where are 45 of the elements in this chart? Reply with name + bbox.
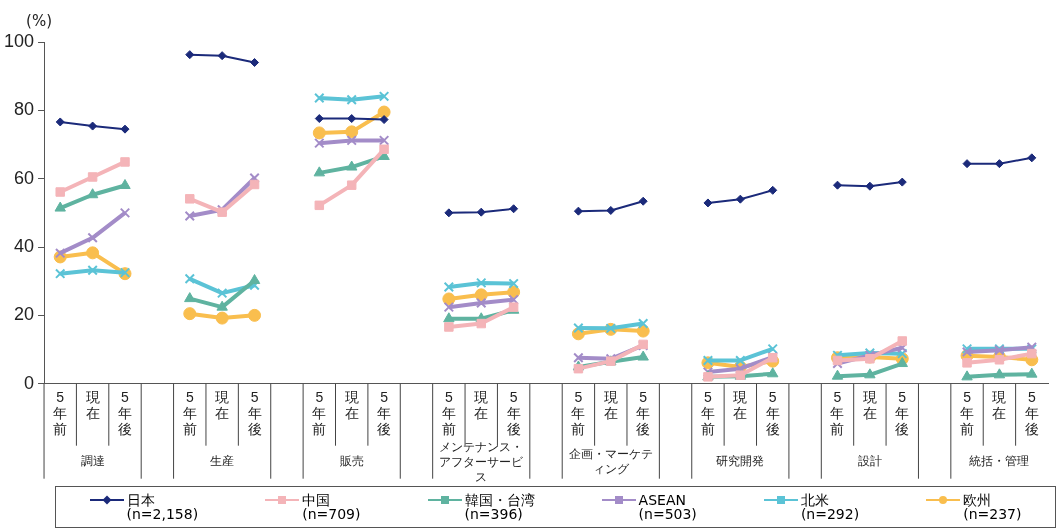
y-tick-label: 40 <box>14 235 35 256</box>
x-tick-label: 5年後 <box>895 388 910 437</box>
text: 販売 <box>339 453 364 468</box>
legend-label: ASEAN (n=503) <box>638 492 697 522</box>
text: 研究開発 <box>716 453 765 468</box>
x-tick-label: 5年前 <box>312 388 327 437</box>
x-tick-label: 5年前 <box>830 388 845 437</box>
x-tick-label: 現在 <box>474 388 489 421</box>
text: 企画・マーケティング <box>568 446 653 476</box>
x-tick-label: 現在 <box>85 388 100 421</box>
y-tick-label: 0 <box>24 372 35 393</box>
y-tick-label: 20 <box>14 304 35 325</box>
text: メンテナンス・アフターサービス <box>439 439 525 484</box>
y-tick-label: 100 <box>3 30 35 51</box>
x-tick-label: 現在 <box>603 388 618 421</box>
legend-label: 欧州 (n=237) <box>963 492 1022 522</box>
text: 生産 <box>210 453 235 468</box>
x-tick-label: 現在 <box>215 388 230 421</box>
legend-label: 中国 (n=709) <box>302 492 361 522</box>
x-tick-label: 5年前 <box>441 388 456 437</box>
x-tick-label: 5年前 <box>960 388 975 437</box>
x-tick-label: 5年後 <box>636 388 651 437</box>
x-tick-label: 5年前 <box>571 388 586 437</box>
x-tick-label: 5年前 <box>182 388 197 437</box>
x-tick-label: 現在 <box>733 388 748 421</box>
text: 設計 <box>857 453 882 468</box>
y-tick-label: 80 <box>14 99 35 120</box>
legend-label: 北米 (n=292) <box>800 492 860 522</box>
x-tick-label: 5年後 <box>506 388 521 437</box>
x-tick-label: 5年後 <box>1024 388 1039 437</box>
legend-label: 韓国・台湾 (n=396) <box>464 492 535 522</box>
y-tick-label: 60 <box>14 167 35 188</box>
x-tick-label: 5年後 <box>765 388 780 437</box>
y-axis-title: (%) <box>26 12 52 31</box>
x-tick-label: 5年前 <box>53 388 68 437</box>
text: 調達 <box>80 453 105 468</box>
legend-label: 日本 (n=2,158) <box>126 492 199 522</box>
x-tick-label: 5年後 <box>247 388 262 437</box>
x-tick-label: 5年前 <box>700 388 715 437</box>
x-tick-label: 5年後 <box>377 388 392 437</box>
x-tick-label: 5年後 <box>118 388 132 437</box>
text: 統括・管理 <box>969 453 1030 468</box>
x-tick-label: 現在 <box>862 388 877 421</box>
x-tick-label: 現在 <box>344 388 359 421</box>
x-tick-label: 現在 <box>992 388 1007 421</box>
